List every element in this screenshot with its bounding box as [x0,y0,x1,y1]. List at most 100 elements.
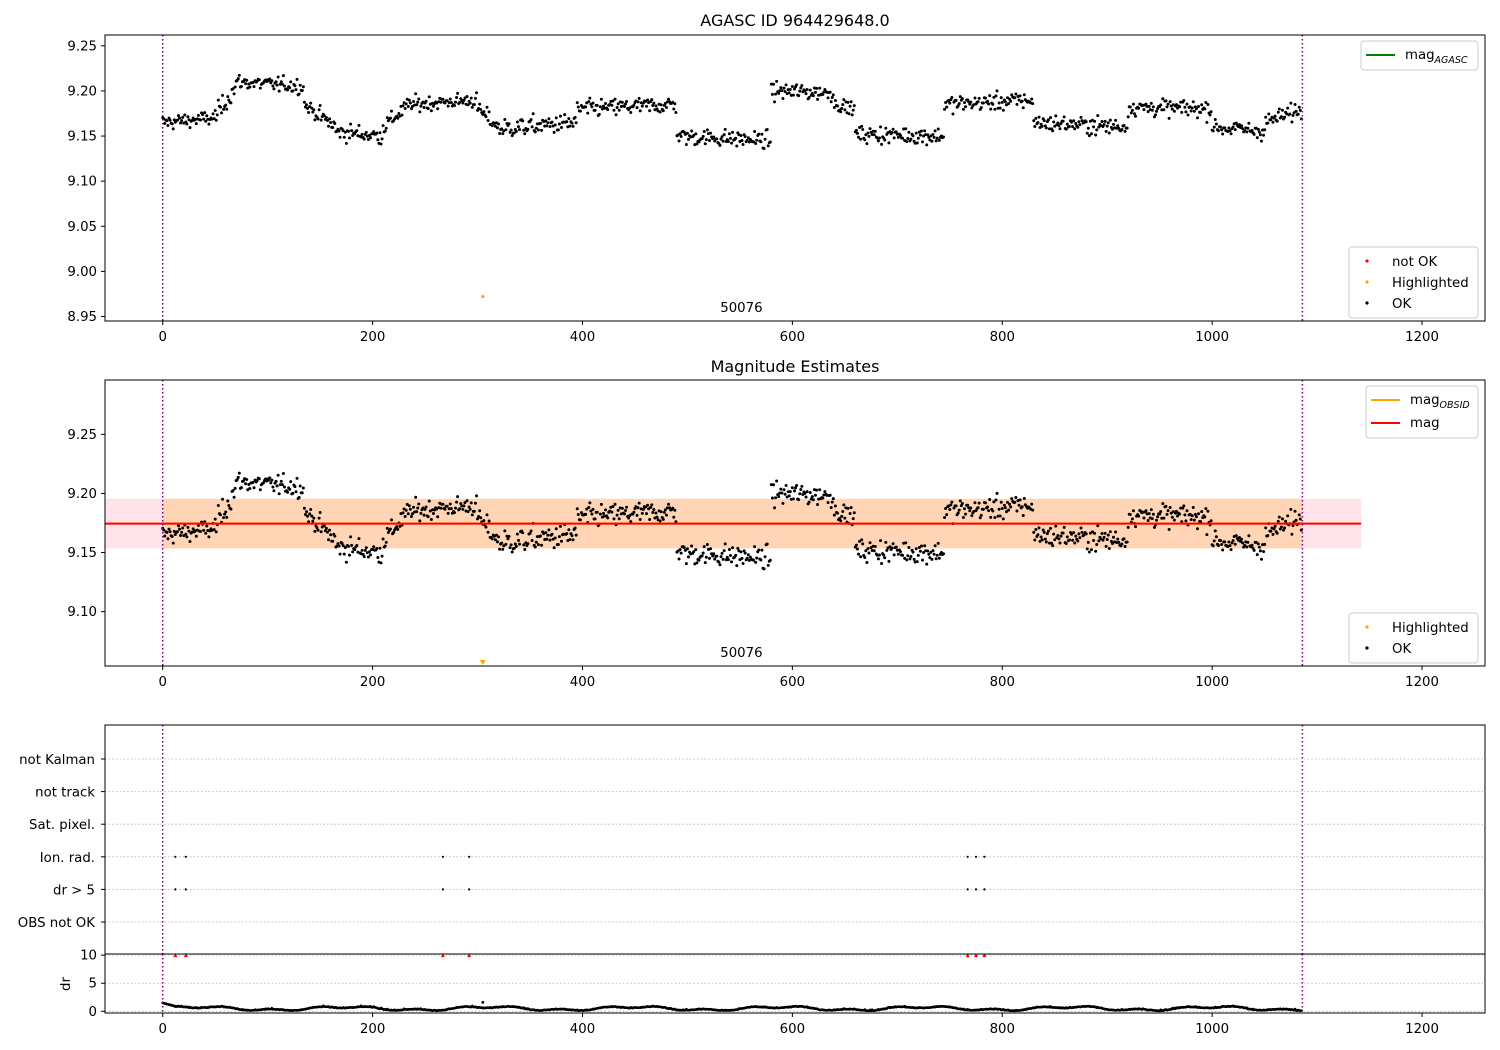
agasc-point [643,99,647,103]
mag-obsid-label: 50076 [720,646,762,661]
agasc-point [1033,124,1037,128]
mag-point [726,558,730,562]
mag-point [799,488,803,492]
mag-point [1228,544,1232,548]
mag-point [810,495,814,499]
mag-point [484,525,488,529]
agasc-point [357,123,361,127]
agasc-point [773,100,777,104]
mag-point [728,554,732,558]
mag-point [281,471,285,475]
mag-point [745,556,749,560]
mag-point [1096,524,1100,528]
agasc-point [1089,132,1093,136]
agasc-point [1014,92,1018,96]
agasc-point [176,114,180,118]
agasc-point [239,84,243,88]
agasc-point [987,102,991,106]
mag-point [780,491,784,495]
agasc-point [997,101,1001,105]
mag-point [1009,505,1013,509]
agasc-point [322,114,326,118]
agasc-point [397,112,401,116]
agasc-point [512,131,516,135]
mag-point [576,512,580,516]
agasc-point [1262,133,1266,137]
mag-point [395,525,399,529]
agasc-point [815,86,819,90]
agasc-point [841,103,845,107]
agasc-point [1172,109,1176,113]
agasc-point [1102,122,1106,126]
mag-point [423,507,427,511]
mag-point [997,507,1001,511]
mag-point [601,511,605,515]
agasc-point [1146,110,1150,114]
mag-point [964,512,968,516]
mag-point [879,539,883,543]
mag-point [1227,540,1231,544]
mag-point [1297,513,1301,517]
mag-point [937,556,941,560]
agasc-point [1220,128,1224,132]
mag-point [293,485,297,489]
agasc-point [233,85,237,89]
agasc-point [867,134,871,138]
agasc-point [616,102,620,106]
agasc-point [979,106,983,110]
mag-point [896,552,900,556]
mag-point [166,537,170,541]
agasc-point [1126,115,1130,119]
mag-point [408,507,412,511]
mag-point [530,538,534,542]
mag-point [556,542,560,546]
mag-point [554,527,558,531]
agasc-point [571,124,575,128]
agasc-point [925,143,929,147]
mag-point [1107,547,1111,551]
mag-point [407,504,411,508]
mag-point [1151,512,1155,516]
mag-point [1106,533,1110,537]
mag-point [1256,542,1260,546]
agasc-point [976,100,980,104]
mag-point [775,479,779,483]
agasc-point [945,105,949,109]
agasc-point [590,105,594,109]
agasc-point [901,136,905,140]
mag-point [1185,509,1189,513]
mag-point [923,544,927,548]
mag-point [682,546,686,550]
mag-point [925,562,929,566]
agasc-point [1092,125,1096,129]
agasc-point [671,100,675,104]
mag-point [506,537,510,541]
mag-point [518,542,522,546]
agasc-point [988,94,992,98]
magnitude-estimates-title: Magnitude Estimates [711,357,880,376]
mag-point [715,554,719,558]
mag-point [510,550,514,554]
agasc-point [962,101,966,105]
mag-point [1257,545,1261,549]
mag-point [272,489,276,493]
mag-point [768,558,772,562]
mag-point [1013,500,1017,504]
mag-point [700,554,704,558]
agasc-point [1195,116,1199,120]
mag-point [191,527,195,531]
mag-point [652,507,656,511]
agasc-point [1180,110,1184,114]
mag-point [624,509,628,513]
mag-point [560,539,564,543]
mag-point [674,520,678,524]
mag-point [212,528,216,532]
mag-point [973,501,977,505]
mag-point [389,518,393,522]
mag-point [1195,527,1199,531]
mag-point [1142,516,1146,520]
mag-point [1031,508,1035,512]
mag-point [204,531,208,535]
mag-point [887,559,891,563]
mag-point [301,486,305,490]
